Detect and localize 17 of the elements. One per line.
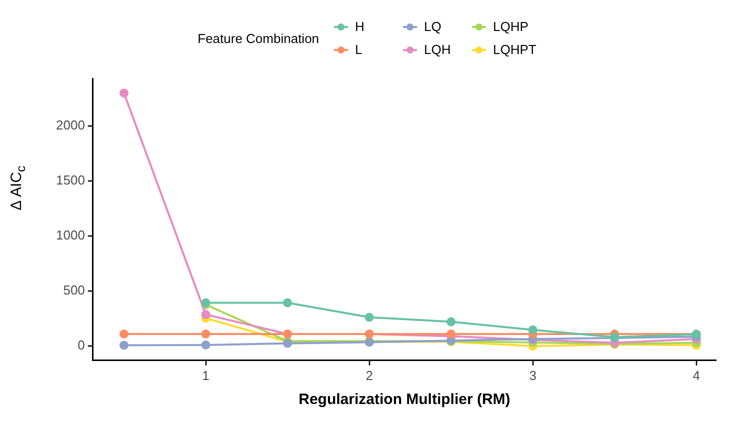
y-tick-label: 500 (63, 282, 85, 298)
y-tick-label: 0 (78, 338, 85, 353)
legend-label: LQ (424, 19, 442, 34)
x-tick-label: 3 (529, 368, 536, 383)
legend-label: LQH (424, 42, 451, 57)
legend-label: L (355, 42, 362, 57)
legend-label: LQHPT (493, 42, 536, 57)
y-tick-label: 2000 (56, 118, 85, 133)
legend-title: Feature Combination (198, 30, 320, 46)
y-tick-label: 1500 (56, 172, 85, 188)
x-tick-label: 4 (692, 368, 700, 383)
legend-label: LQHP (493, 19, 528, 34)
x-axis-title: Regularization Multiplier (RM) (298, 391, 510, 408)
legend-label: H (355, 19, 364, 34)
y-tick-label: 1000 (56, 228, 85, 243)
x-tick-label: 1 (202, 368, 210, 383)
x-tick-label: 2 (366, 368, 373, 383)
